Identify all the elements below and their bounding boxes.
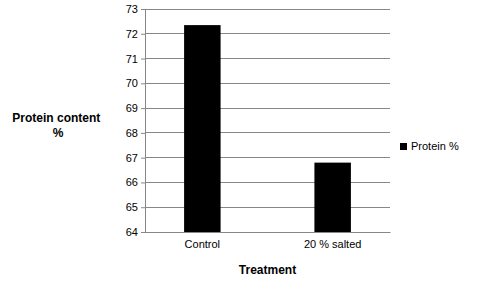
y-tick-mark — [141, 83, 145, 84]
y-tick: 66 — [126, 176, 145, 188]
y-tick: 71 — [126, 53, 145, 65]
bar — [314, 163, 350, 232]
chart: 64 65 66 67 68 69 70 71 72 73 Control 20 % salted Tr… — [0, 0, 494, 301]
y-tick: 69 — [126, 102, 145, 114]
y-tick: 70 — [126, 77, 145, 89]
y-tick-label: 72 — [126, 28, 138, 40]
y-tick-label: 71 — [126, 53, 138, 65]
y-tick-label: 64 — [126, 226, 138, 238]
y-tick: 73 — [126, 3, 145, 15]
y-tick-label: 66 — [126, 176, 138, 188]
y-tick: 65 — [126, 201, 145, 213]
y-tick-mark — [141, 232, 145, 233]
x-tick-label: 20 % salted — [304, 238, 361, 250]
y-axis: 64 65 66 67 68 69 70 71 72 73 — [126, 3, 146, 238]
y-tick-mark — [141, 158, 145, 159]
grid-line — [145, 108, 390, 109]
y-tick-label: 73 — [126, 3, 138, 15]
y-tick-mark — [141, 108, 145, 109]
y-tick-label: 65 — [126, 201, 138, 213]
legend-label: Protein % — [411, 140, 459, 152]
y-tick-label: 67 — [126, 152, 138, 164]
grid-line — [145, 132, 390, 133]
y-tick-mark — [141, 182, 145, 183]
y-tick-label: 70 — [126, 77, 138, 89]
grid — [145, 9, 390, 232]
y-tick-mark — [141, 59, 145, 60]
grid-line — [145, 182, 390, 183]
grid-line — [145, 232, 390, 233]
grid-line — [145, 83, 390, 84]
grid-line — [145, 33, 390, 34]
y-tick: 72 — [126, 28, 145, 40]
x-axis: Control 20 % salted — [146, 233, 391, 250]
legend: Protein % — [400, 140, 459, 152]
y-tick-label: 68 — [126, 127, 138, 139]
y-tick-mark — [141, 34, 145, 35]
x-tick: Control — [185, 238, 220, 250]
bars — [184, 25, 351, 232]
y-tick-mark — [141, 9, 145, 10]
y-tick: 64 — [126, 226, 145, 238]
grid-line — [145, 207, 390, 208]
bar — [184, 25, 220, 232]
legend-swatch — [400, 143, 407, 150]
grid-line — [145, 58, 390, 59]
x-tick: 20 % salted — [304, 238, 361, 250]
y-tick: 68 — [126, 127, 145, 139]
y-tick-label: 69 — [126, 102, 138, 114]
y-tick-mark — [141, 207, 145, 208]
x-axis-line — [146, 232, 391, 233]
grid-line — [145, 157, 390, 158]
y-axis-line — [141, 10, 146, 233]
y-tick-mark — [141, 133, 145, 134]
grid-line — [145, 9, 390, 10]
y-tick: 67 — [126, 152, 145, 164]
x-tick-label: Control — [185, 238, 220, 250]
y-axis-title: Protein content % — [12, 111, 103, 140]
x-axis-title: Treatment — [239, 263, 296, 277]
